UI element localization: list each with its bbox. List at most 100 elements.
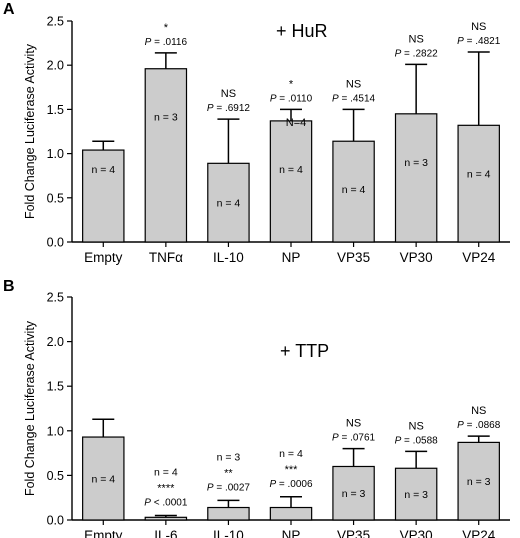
y-tick-label: 0.5: [47, 469, 64, 483]
x-category-label: TNFα: [149, 250, 183, 265]
p-value: P = .0588: [395, 435, 439, 446]
y-tick-label: 0.0: [47, 514, 64, 528]
p-value-number: = .6912: [214, 103, 251, 114]
bar: [394, 467, 438, 521]
significance-label: ***: [285, 464, 299, 476]
x-category-label: VP30: [400, 250, 433, 265]
y-tick-label: 1.0: [47, 147, 64, 161]
bar: [269, 120, 313, 243]
significance-label: NS: [221, 88, 236, 100]
y-tick-label: 1.5: [47, 103, 64, 117]
p-value-number: < .0001: [151, 498, 188, 509]
n-label: n = 3: [217, 451, 241, 463]
y-tick-label: 1.5: [47, 380, 64, 394]
p-value: P = .0761: [332, 433, 376, 444]
significance-label: ****: [157, 483, 175, 495]
p-value-number: = .4821: [464, 36, 501, 47]
bar: [82, 149, 125, 243]
p-value-number: = .0006: [276, 479, 313, 490]
p-value-number: = .0761: [339, 433, 376, 444]
y-tick-label: 2.5: [47, 291, 64, 305]
significance-label: **: [224, 467, 233, 479]
y-tick-label: 2.0: [47, 335, 64, 349]
significance-label: *: [289, 78, 294, 90]
bar: [144, 68, 188, 243]
n-label: n = 4: [279, 448, 303, 460]
significance-label: NS: [409, 33, 424, 45]
significance-label: NS: [346, 78, 361, 90]
y-tick-label: 2.0: [47, 59, 64, 73]
panel-title: + TTP: [280, 341, 329, 361]
x-category-label: NP: [282, 528, 301, 538]
p-value-number: = .0027: [214, 482, 251, 493]
x-category-label: VP24: [462, 250, 496, 265]
p-value: P = .0868: [457, 420, 501, 431]
panel-letter: B: [3, 278, 15, 295]
significance-label: NS: [409, 420, 424, 432]
y-tick-label: 0.5: [47, 191, 64, 205]
p-value: P = .0027: [207, 482, 251, 493]
significance-label: NS: [471, 405, 486, 417]
panel-note: N=4: [286, 117, 307, 129]
chart-panel-a: A + HuR 0.0 0.5 1.0 1.5 2.0 2.5 Fold Change Luci…: [3, 1, 510, 265]
significance-label: NS: [346, 418, 361, 430]
n-label: n = 3: [404, 157, 428, 169]
x-category-label: VP35: [337, 528, 370, 538]
bar: [332, 465, 375, 521]
bar: [457, 124, 500, 243]
x-category-label: Empty: [84, 528, 123, 538]
p-value-number: = .0868: [464, 420, 501, 431]
bar: [207, 162, 250, 243]
bar: [207, 506, 250, 521]
x-category-label: IL-10: [213, 528, 244, 538]
y-tick-label: 2.5: [47, 15, 64, 29]
bar: [332, 140, 375, 243]
p-value-number: = .0110: [276, 93, 312, 104]
n-label: n = 3: [404, 489, 428, 501]
n-label: n = 4: [342, 184, 366, 196]
x-category-label: VP35: [337, 250, 370, 265]
x-category-label: NP: [282, 250, 301, 265]
x-category-label: IL-6: [154, 528, 177, 538]
n-label: n = 4: [279, 164, 303, 176]
y-axis-label: Fold Change Luciferase Activity: [23, 43, 37, 219]
p-value: P < .0001: [144, 498, 188, 509]
significance-label: *: [164, 22, 169, 34]
n-label: n = 4: [467, 168, 491, 180]
panel-title: + HuR: [276, 21, 328, 41]
n-label: n = 4: [91, 474, 115, 486]
p-value: P = .0006: [269, 479, 313, 490]
bar: [82, 436, 125, 521]
n-label: n = 3: [342, 488, 366, 500]
n-label: n = 4: [91, 164, 115, 176]
bar: [144, 516, 188, 521]
x-category-label: Empty: [84, 250, 123, 265]
n-label: n = 4: [154, 467, 178, 479]
panel-letter: A: [3, 1, 15, 18]
p-value: P = .4514: [332, 93, 376, 104]
bar: [457, 441, 500, 521]
y-tick-label: 1.0: [47, 424, 64, 438]
p-value-number: = .4514: [339, 93, 376, 104]
p-value: P = .0116: [145, 37, 188, 48]
bar: [269, 506, 313, 521]
p-value: P = .4821: [457, 36, 501, 47]
p-value-number: = .2822: [401, 48, 438, 59]
n-label: n = 3: [467, 476, 491, 488]
x-category-label: IL-10: [213, 250, 244, 265]
x-category-label: VP24: [462, 528, 496, 538]
n-label: n = 4: [217, 198, 241, 210]
significance-label: NS: [471, 21, 486, 33]
bar: [394, 113, 438, 243]
y-tick-label: 0.0: [47, 236, 64, 250]
p-value: P = .2822: [395, 48, 439, 59]
p-value: P = .6912: [207, 103, 251, 114]
p-value-number: = .0116: [151, 37, 187, 48]
p-value-number: = .0588: [401, 435, 438, 446]
chart-panel-b: B + TTP 0.0 0.5 1.0 1.5 2.0 2.5 Fold Change Luci…: [3, 278, 510, 538]
n-label: n = 3: [154, 112, 178, 124]
p-value: P = .0110: [270, 93, 313, 104]
y-axis-label: Fold Change Luciferase Activity: [23, 320, 37, 496]
x-category-label: VP30: [400, 528, 433, 538]
